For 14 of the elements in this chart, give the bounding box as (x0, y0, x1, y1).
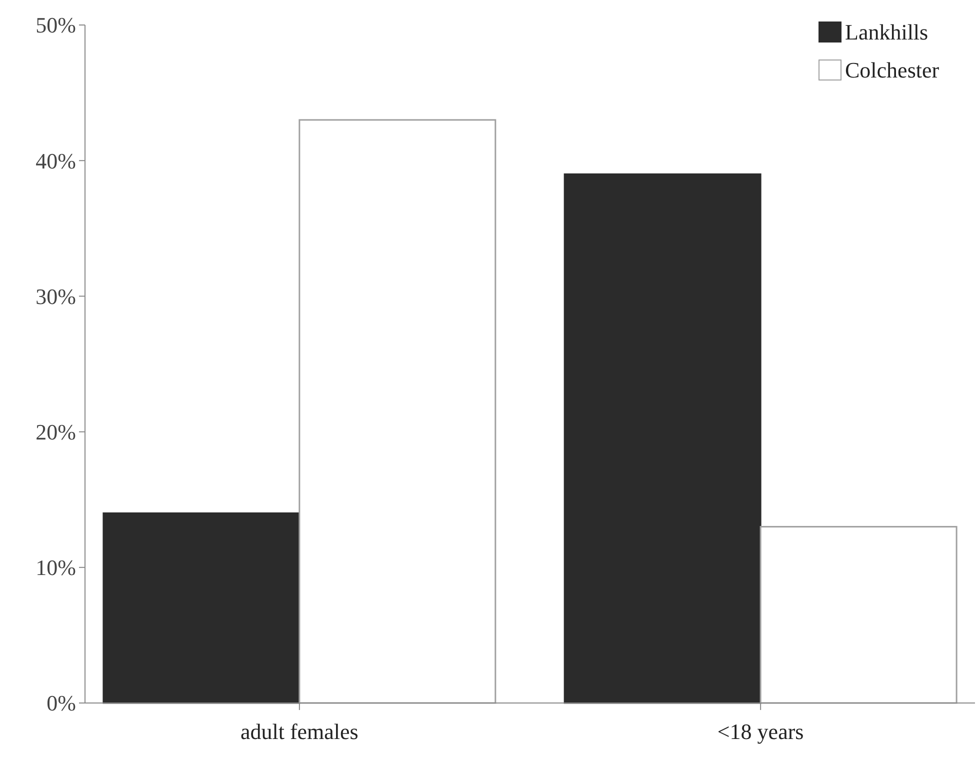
y-tick-label: 10% (36, 555, 76, 580)
y-tick-label: 30% (36, 284, 76, 309)
bar (760, 526, 958, 704)
legend-label: Colchester (845, 58, 940, 83)
bar (102, 512, 300, 704)
y-tick-label: 50% (36, 12, 76, 38)
bar (564, 173, 762, 704)
y-tick-label: 20% (36, 420, 76, 444)
x-tick-label: <18 years (717, 719, 804, 744)
x-tick-label: adult females (240, 719, 358, 744)
legend-label: Lankhills (845, 20, 928, 45)
y-tick-label: 0% (46, 690, 76, 716)
y-tick-label: 40% (36, 148, 76, 174)
bar (298, 119, 496, 704)
